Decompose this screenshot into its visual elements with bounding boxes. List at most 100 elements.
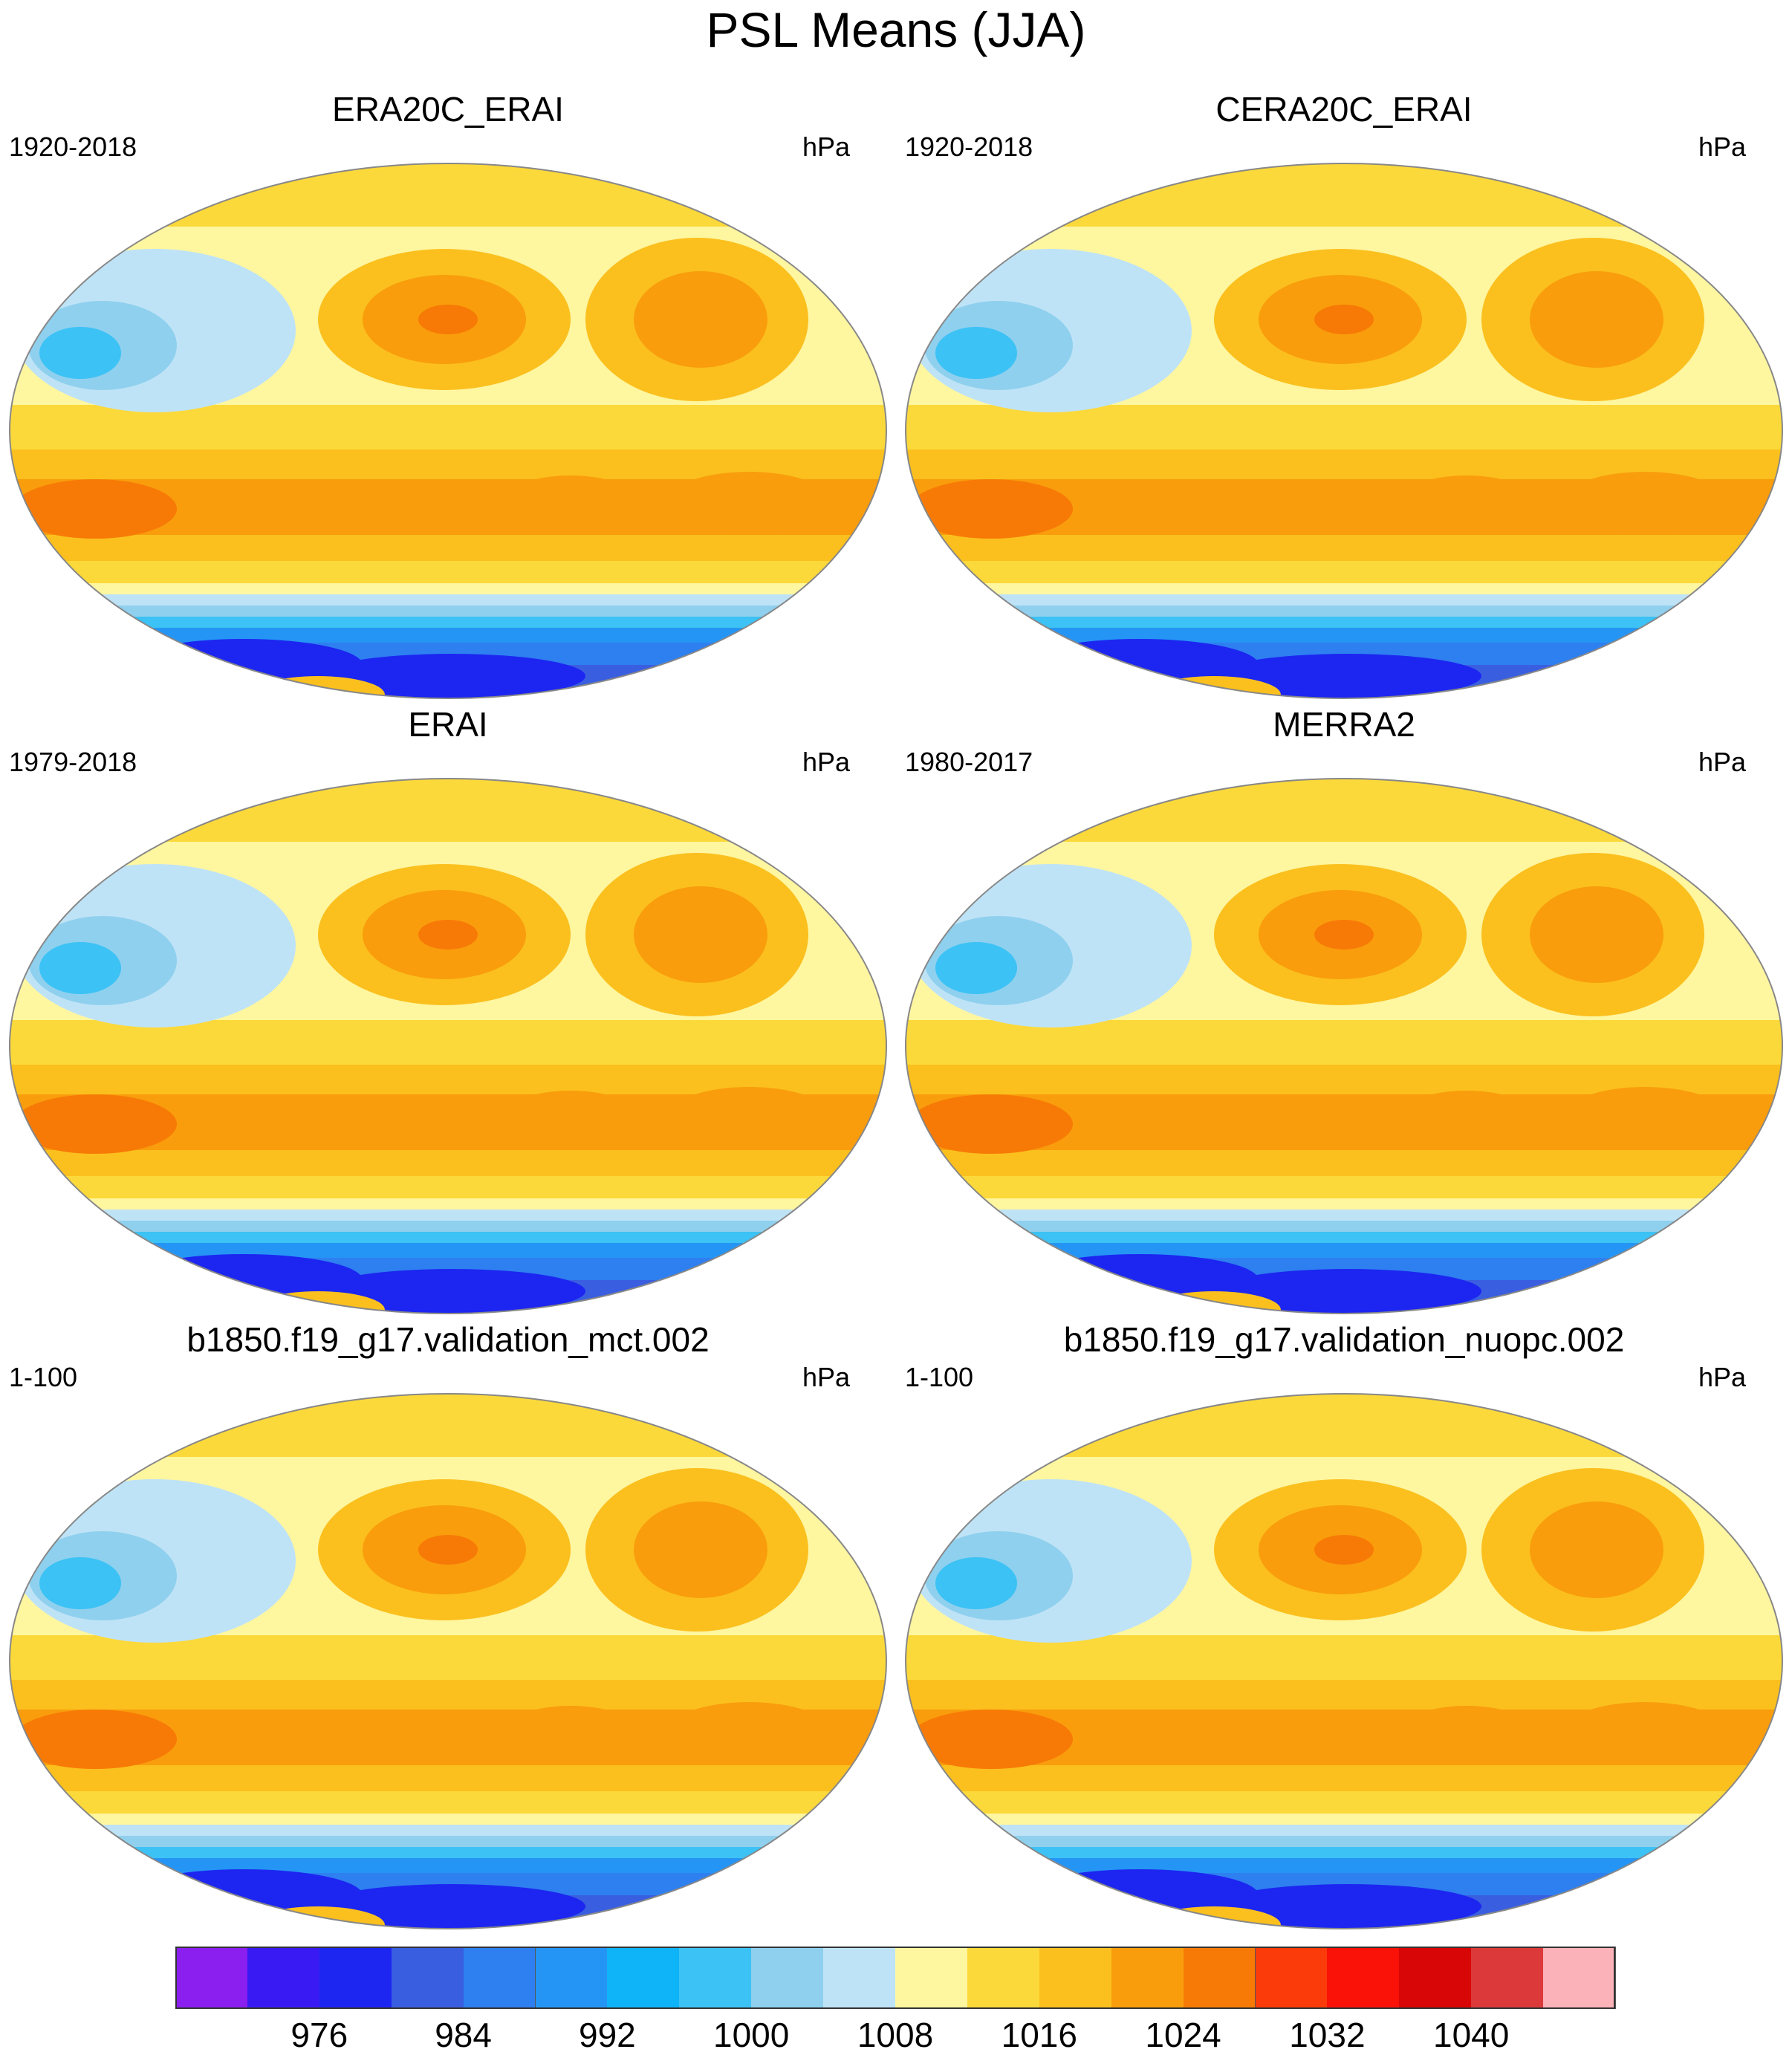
high-pressure-cell xyxy=(634,886,767,983)
panel-title: MERRA2 xyxy=(1273,705,1415,744)
contour-band xyxy=(906,594,1782,606)
map-panel: b1850.f19_g17.validation_mct.002 1-100 h… xyxy=(0,1319,896,1935)
colorbar-swatch xyxy=(175,1947,248,2009)
low-pressure-region xyxy=(935,942,1017,994)
contour-band xyxy=(10,1836,886,1847)
low-pressure-region xyxy=(1214,654,1481,698)
map-panel: MERRA2 1980-2017 hPa xyxy=(896,704,1792,1319)
colorbar-swatch xyxy=(463,1947,536,2009)
contour-band xyxy=(906,1765,1782,1791)
contour-band xyxy=(906,405,1782,449)
contour-band xyxy=(10,617,886,628)
contour-band xyxy=(10,583,886,594)
map-border xyxy=(905,778,1783,1314)
low-pressure-region xyxy=(318,654,585,698)
robinson-map xyxy=(9,778,887,1314)
colorbar-swatch xyxy=(751,1947,825,2009)
contour-band xyxy=(10,1221,886,1232)
low-pressure-region xyxy=(1214,1884,1481,1929)
map-panel: CERA20C_ERAI 1920-2018 hPa xyxy=(896,89,1792,704)
map-border xyxy=(9,778,887,1314)
contour-band xyxy=(906,1394,1782,1457)
contour-band xyxy=(906,561,1782,583)
high-pressure-cell xyxy=(634,1502,767,1598)
colorbar-swatch xyxy=(1183,1947,1256,2009)
contour-band xyxy=(906,1825,1782,1836)
contour-band xyxy=(906,1858,1782,1873)
low-pressure-region xyxy=(39,327,121,379)
colorbar-swatch xyxy=(679,1947,753,2009)
colorbar-frame xyxy=(175,1947,1615,2009)
contour-band xyxy=(906,1210,1782,1221)
contour-band xyxy=(906,1232,1782,1243)
robinson-map xyxy=(905,163,1783,699)
high-pressure-cell xyxy=(1563,1702,1727,1762)
contour-band xyxy=(906,583,1782,594)
colorbar-swatch xyxy=(1255,1947,1328,2009)
colorbar-tick-label: 1032 xyxy=(1289,2016,1366,2054)
contour-band xyxy=(10,594,886,606)
high-pressure-cell xyxy=(504,1706,637,1758)
contour-band xyxy=(906,628,1782,643)
map-border xyxy=(905,163,1783,699)
colorbar-swatch xyxy=(535,1947,608,2009)
colorbar-tick-label: 1040 xyxy=(1433,2016,1510,2054)
high-pressure-cell xyxy=(667,472,831,531)
contour-band xyxy=(10,1232,886,1243)
contour-band xyxy=(906,1020,1782,1065)
panel-units: hPa xyxy=(1698,747,1746,777)
panel-title: b1850.f19_g17.validation_nuopc.002 xyxy=(1063,1320,1625,1359)
colorbar-swatch xyxy=(391,1947,464,2009)
map-panel: b1850.f19_g17.validation_nuopc.002 1-100… xyxy=(896,1319,1792,1935)
colorbar-swatch xyxy=(1543,1947,1616,2009)
contour-band xyxy=(906,1836,1782,1847)
contour-band xyxy=(10,561,886,583)
robinson-map xyxy=(905,1393,1783,1929)
high-pressure-cell xyxy=(1563,1087,1727,1146)
colorbar-swatch xyxy=(1399,1947,1473,2009)
low-pressure-region xyxy=(935,327,1017,379)
contour-band xyxy=(10,1020,886,1065)
contour-band xyxy=(906,617,1782,628)
figure-title: PSL Means (JJA) xyxy=(706,2,1086,57)
high-pressure-cell xyxy=(909,479,1073,539)
low-pressure-region xyxy=(318,1884,585,1929)
panel-title: ERAI xyxy=(408,705,488,744)
colorbar-swatch xyxy=(247,1947,320,2009)
contour-band xyxy=(10,1176,886,1198)
low-pressure-region xyxy=(318,1269,585,1314)
contour-band xyxy=(10,1150,886,1176)
map-border xyxy=(9,163,887,699)
panel-units: hPa xyxy=(802,747,850,777)
high-pressure-cell xyxy=(504,475,637,527)
colorbar-tick-label: 984 xyxy=(435,2016,492,2054)
contour-band xyxy=(10,1243,886,1258)
high-pressure-cell xyxy=(909,1094,1073,1154)
panel-units: hPa xyxy=(1698,132,1746,162)
panel-units: hPa xyxy=(802,1362,850,1392)
contour-band xyxy=(906,606,1782,617)
contour-band xyxy=(10,405,886,449)
contour-band xyxy=(10,1825,886,1836)
contour-band xyxy=(10,779,886,842)
contour-band xyxy=(10,1847,886,1858)
contour-band xyxy=(10,1791,886,1814)
robinson-map xyxy=(9,163,887,699)
contour-band xyxy=(10,1394,886,1457)
high-pressure-cell xyxy=(1314,920,1374,949)
low-pressure-region xyxy=(39,942,121,994)
contour-band xyxy=(10,1814,886,1825)
contour-band xyxy=(906,535,1782,561)
low-pressure-region xyxy=(39,1557,121,1609)
high-pressure-cell xyxy=(667,1702,831,1762)
colorbar-swatch xyxy=(823,1947,896,2009)
colorbar-swatch xyxy=(1039,1947,1112,2009)
panel-period: 1980-2017 xyxy=(905,747,1033,777)
contour-band xyxy=(906,1243,1782,1258)
contour-band xyxy=(10,1210,886,1221)
colorbar-tick-label: 1024 xyxy=(1145,2016,1221,2054)
high-pressure-cell xyxy=(1400,1091,1533,1143)
high-pressure-cell xyxy=(504,1091,637,1143)
contour-band xyxy=(10,1635,886,1680)
contour-band xyxy=(10,1765,886,1791)
